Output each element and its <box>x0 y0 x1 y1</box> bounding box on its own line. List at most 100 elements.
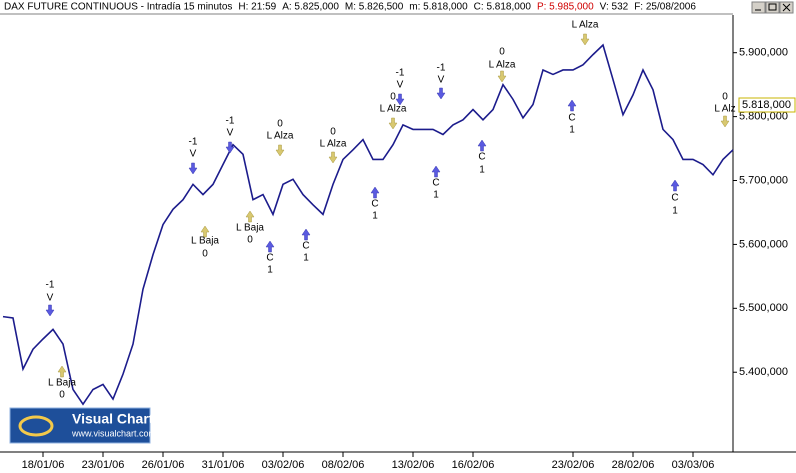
header-field: M: 5.826,500 <box>345 2 404 13</box>
signal-label: 1 <box>433 190 439 201</box>
signal-label: -1 <box>46 280 55 291</box>
signal-arrow <box>431 165 441 178</box>
header-field: A: 5.825,000 <box>282 2 339 13</box>
signal-label: 0 <box>330 127 336 138</box>
signal-arrow <box>395 93 405 106</box>
maximize-button[interactable] <box>765 1 780 14</box>
header-field: H: 21:59 <box>238 2 276 13</box>
signal-label: 1 <box>267 265 273 276</box>
signal-label: -1 <box>396 68 405 79</box>
signal-label: 1 <box>479 165 485 176</box>
last-price: 5.818,000 <box>738 97 796 113</box>
signal-arrow <box>57 365 67 378</box>
signal-label: V <box>438 75 445 86</box>
logo-box <box>9 407 151 444</box>
signal-label: 1 <box>372 211 378 222</box>
maximize-icon <box>768 3 777 11</box>
signal-label: L Alz <box>714 104 735 115</box>
y-tick-label: 5.800,000 <box>739 111 788 123</box>
signal-label: L Alza <box>489 60 516 71</box>
signal-label: L Alza <box>380 104 407 115</box>
signal-arrow <box>436 87 446 100</box>
price-line <box>2 43 734 406</box>
signal-label: 0 <box>390 92 396 103</box>
header-field: P: 5.985,000 <box>537 2 594 13</box>
window-buttons <box>751 1 794 14</box>
signal-label: 1 <box>303 253 309 264</box>
header-field: DAX FUTURE CONTINUOUS - Intradía 15 minu… <box>4 2 232 13</box>
signal-arrow <box>370 186 380 199</box>
signal-arrow <box>275 144 285 157</box>
x-tick-label: 28/02/06 <box>612 459 655 471</box>
signal-arrow <box>301 228 311 241</box>
signal-label: 1 <box>569 125 575 136</box>
signal-arrow <box>720 115 730 128</box>
x-tick-label: 31/01/06 <box>202 459 245 471</box>
logo-swoosh <box>18 415 54 437</box>
signal-label: V <box>47 293 54 304</box>
signal-label: L Alza <box>320 139 347 150</box>
y-tick-label: 5.900,000 <box>739 47 788 59</box>
x-tick-label: 08/02/06 <box>322 459 365 471</box>
y-tick-label: 5.600,000 <box>739 238 788 250</box>
signal-label: 0 <box>59 390 65 401</box>
signal-arrow <box>265 240 275 253</box>
last-price-label: 5.818,000 <box>742 99 791 111</box>
signal-arrow <box>477 139 487 152</box>
minimize-button[interactable] <box>751 1 766 14</box>
signal-label: V <box>190 149 197 160</box>
signal-label: -1 <box>226 116 235 127</box>
signal-arrow <box>200 225 210 238</box>
signal-arrow <box>245 210 255 223</box>
x-tick-label: 23/01/06 <box>82 459 125 471</box>
signal-label: L Baja <box>236 223 264 234</box>
close-icon <box>782 3 791 12</box>
header-field: V: 532 <box>600 2 629 13</box>
signal-label: -1 <box>189 137 198 148</box>
signal-label: 1 <box>672 206 678 217</box>
signal-label: V <box>397 80 404 91</box>
signal-label: L Alza <box>267 131 294 142</box>
signal-label: C <box>302 241 309 252</box>
x-tick-label: 16/02/06 <box>452 459 495 471</box>
header-field: F: 25/08/2006 <box>634 2 696 13</box>
y-tick-label: 5.400,000 <box>739 366 788 378</box>
signal-arrow <box>45 304 55 317</box>
signal-arrow <box>670 179 680 192</box>
y-tick-label: 5.700,000 <box>739 174 788 186</box>
signal-label: C <box>568 113 575 124</box>
signal-arrow <box>328 151 338 164</box>
signal-arrow <box>580 33 590 46</box>
signal-arrow <box>388 117 398 130</box>
x-tick-label: 23/02/06 <box>552 459 595 471</box>
signal-label: L Baja <box>48 378 76 389</box>
logo: Visual Chart www.visualchart.com <box>9 407 156 444</box>
header-field: C: 5.818,000 <box>474 2 532 13</box>
x-tick-label: 26/01/06 <box>142 459 185 471</box>
signal-label: C <box>671 193 678 204</box>
x-tick-label: 03/03/06 <box>672 459 715 471</box>
logo-url: www.visualchart.com <box>71 428 156 438</box>
signal-label: 0 <box>722 92 728 103</box>
signal-arrow <box>567 99 577 112</box>
header-field: m: 5.818,000 <box>409 2 468 13</box>
signal-arrow <box>225 141 235 154</box>
signal-label: L Alza <box>572 20 599 31</box>
signal-label: V <box>227 128 234 139</box>
signal-label: 0 <box>499 47 505 58</box>
signal-label: -1 <box>437 63 446 74</box>
x-tick-label: 13/02/06 <box>392 459 435 471</box>
signal-label: 0 <box>277 119 283 130</box>
signal-label: C <box>266 253 273 264</box>
x-tick-label: 03/02/06 <box>262 459 305 471</box>
logo-title: Visual Chart <box>72 411 154 427</box>
signal-label: C <box>371 199 378 210</box>
signal-label: C <box>432 178 439 189</box>
y-tick-label: 5.500,000 <box>739 302 788 314</box>
signal-label: 0 <box>202 249 208 260</box>
last-price-box <box>738 97 796 113</box>
signal-label: L Baja <box>191 236 219 247</box>
signal-arrow <box>497 70 507 83</box>
